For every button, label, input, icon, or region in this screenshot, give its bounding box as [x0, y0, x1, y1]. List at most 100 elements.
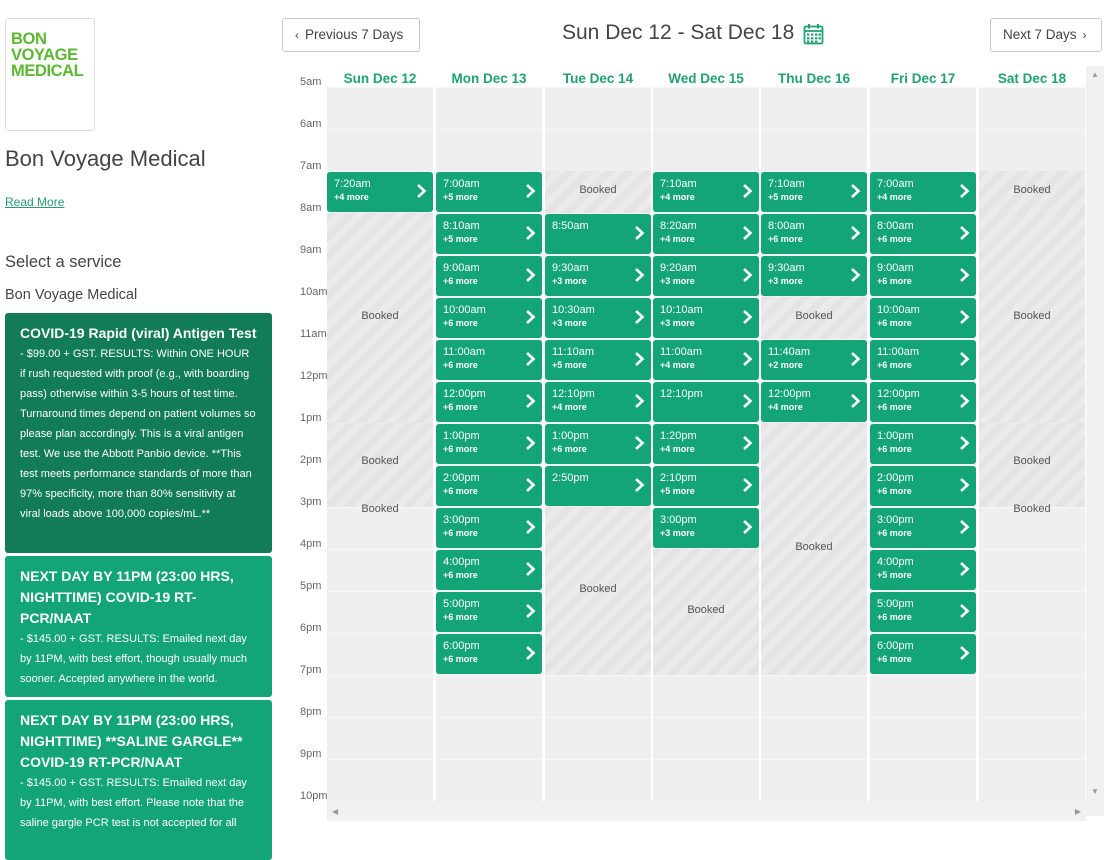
time-slot-button[interactable]: 8:20am +4 more [653, 214, 759, 254]
time-slot-button[interactable]: 1:00pm +6 more [436, 424, 542, 464]
scroll-down-icon[interactable]: ▼ [1091, 787, 1099, 796]
time-slot-button[interactable]: 5:00pm +6 more [436, 592, 542, 632]
time-slot-button[interactable]: 8:00am +6 more [761, 214, 867, 254]
slot-time: 8:00am [877, 220, 914, 232]
service-rapid-antigen[interactable]: COVID-19 Rapid (viral) Antigen Test - $9… [5, 313, 272, 553]
time-slot-button[interactable]: 8:50am [545, 214, 651, 254]
chevron-right-icon [526, 478, 536, 492]
hour-gridline [653, 675, 759, 676]
slot-more-count: +6 more [443, 402, 478, 412]
hour-gridline [436, 675, 542, 676]
day-header: Mon Dec 13 [451, 71, 527, 86]
time-slot-button[interactable]: 1:00pm +6 more [870, 424, 976, 464]
slot-more-count: +6 more [443, 444, 478, 454]
week-range-title: Sun Dec 12 - Sat Dec 18 [562, 21, 795, 44]
chevron-right-icon [960, 436, 970, 450]
time-slot-button[interactable]: 1:00pm +6 more [545, 424, 651, 464]
scroll-left-icon[interactable]: ◀ [332, 807, 339, 816]
time-slot-button[interactable]: 7:00am +4 more [870, 172, 976, 212]
time-slot-button[interactable]: 9:00am +6 more [870, 256, 976, 296]
time-slot-button[interactable]: 3:00pm +6 more [870, 508, 976, 548]
time-slot-button[interactable]: 12:00pm +6 more [870, 382, 976, 422]
booked-label: Booked [361, 502, 399, 515]
time-slot-button[interactable]: 3:00pm +3 more [653, 508, 759, 548]
chevron-right-icon [851, 184, 861, 198]
time-slot-button[interactable]: 11:00am +4 more [653, 340, 759, 380]
slot-time: 2:10pm [660, 472, 697, 484]
time-slot-button[interactable]: 8:10am +5 more [436, 214, 542, 254]
time-slot-button[interactable]: 7:10am +5 more [761, 172, 867, 212]
time-slot-button[interactable]: 11:00am +6 more [436, 340, 542, 380]
service-saline-gargle-pcr[interactable]: NEXT DAY BY 11PM (23:00 HRS, NIGHTTIME) … [5, 700, 272, 860]
read-more-link[interactable]: Read More [5, 195, 65, 209]
time-slot-button[interactable]: 7:10am +4 more [653, 172, 759, 212]
slot-time: 8:00am [768, 220, 805, 232]
time-label: 5pm [300, 580, 322, 592]
next-7-days-button[interactable]: Next 7 Days › [990, 18, 1102, 52]
time-slot-button[interactable]: 10:00am +6 more [870, 298, 976, 338]
time-slot-button[interactable]: 9:00am +6 more [436, 256, 542, 296]
hour-gridline [979, 507, 1085, 508]
chevron-right-icon [743, 520, 753, 534]
time-slot-button[interactable]: 11:10am +5 more [545, 340, 651, 380]
time-slot-button[interactable]: 9:20am +3 more [653, 256, 759, 296]
time-slot-button[interactable]: 4:00pm +6 more [436, 550, 542, 590]
time-slot-button[interactable]: 1:20pm +4 more [653, 424, 759, 464]
time-label: 10am [300, 286, 328, 298]
time-slot-button[interactable]: 2:00pm +6 more [870, 466, 976, 506]
hour-gridline [979, 717, 1085, 718]
slot-more-count: +3 more [768, 276, 803, 286]
chevron-right-icon [743, 226, 753, 240]
time-slot-button[interactable]: 8:00am +6 more [870, 214, 976, 254]
time-slot-button[interactable]: 7:20am +4 more [327, 172, 433, 212]
slot-more-count: +6 more [443, 654, 478, 664]
slot-time: 9:20am [660, 262, 697, 274]
chevron-right-icon [417, 184, 427, 198]
day-header: Tue Dec 14 [562, 71, 634, 86]
calendar-icon[interactable] [803, 23, 824, 45]
time-slot-button[interactable]: 2:00pm +6 more [436, 466, 542, 506]
service-next-day-pcr[interactable]: NEXT DAY BY 11PM (23:00 HRS, NIGHTTIME) … [5, 556, 272, 697]
time-slot-button[interactable]: 6:00pm +6 more [436, 634, 542, 674]
booked-label: Booked [1013, 184, 1051, 196]
chevron-right-icon [851, 394, 861, 408]
time-slot-button[interactable]: 3:00pm +6 more [436, 508, 542, 548]
slot-more-count: +6 more [877, 234, 912, 244]
time-slot-button[interactable]: 12:00pm +4 more [761, 382, 867, 422]
slot-time: 3:00pm [443, 514, 480, 526]
time-slot-button[interactable]: 10:10am +3 more [653, 298, 759, 338]
time-slot-button[interactable]: 12:10pm +4 more [545, 382, 651, 422]
time-slot-button[interactable]: 2:10pm +5 more [653, 466, 759, 506]
chevron-right-icon [635, 478, 645, 492]
time-slot-button[interactable]: 11:00am +6 more [870, 340, 976, 380]
service-description: - $145.00 + GST. RESULTS: Emailed next d… [20, 777, 247, 829]
service-description: - $145.00 + GST. RESULTS: Emailed next d… [20, 633, 248, 685]
time-slot-button[interactable]: 9:30am +3 more [545, 256, 651, 296]
time-slot-button[interactable]: 5:00pm +6 more [870, 592, 976, 632]
hour-gridline [870, 675, 976, 676]
slot-more-count: +5 more [443, 234, 478, 244]
hour-gridline [545, 339, 651, 340]
slot-time: 7:10am [768, 178, 805, 190]
hour-gridline [870, 633, 976, 634]
time-slot-button[interactable]: 12:00pm +6 more [436, 382, 542, 422]
time-slot-button[interactable]: 10:00am +6 more [436, 298, 542, 338]
time-slot-button[interactable]: 6:00pm +6 more [870, 634, 976, 674]
time-slot-button[interactable]: 2:50pm [545, 466, 651, 506]
vertical-scrollbar[interactable]: ▲ ▼ [1086, 66, 1104, 816]
scroll-right-icon[interactable]: ▶ [1074, 807, 1081, 816]
horizontal-scrollbar[interactable]: ◀ ▶ [327, 801, 1086, 821]
time-slot-button[interactable]: 4:00pm +5 more [870, 550, 976, 590]
hour-gridline [761, 759, 867, 760]
time-slot-button[interactable]: 10:30am +3 more [545, 298, 651, 338]
day-header: Wed Dec 15 [668, 71, 744, 86]
time-slot-button[interactable]: 7:00am +5 more [436, 172, 542, 212]
time-slot-button[interactable]: 12:10pm [653, 382, 759, 422]
time-slot-button[interactable]: 9:30am +3 more [761, 256, 867, 296]
scroll-up-icon[interactable]: ▲ [1091, 70, 1099, 79]
hour-gridline [653, 297, 759, 298]
slot-more-count: +3 more [660, 528, 695, 538]
slot-more-count: +6 more [877, 402, 912, 412]
previous-7-days-button[interactable]: ‹ Previous 7 Days [282, 18, 420, 52]
time-slot-button[interactable]: 11:40am +2 more [761, 340, 867, 380]
